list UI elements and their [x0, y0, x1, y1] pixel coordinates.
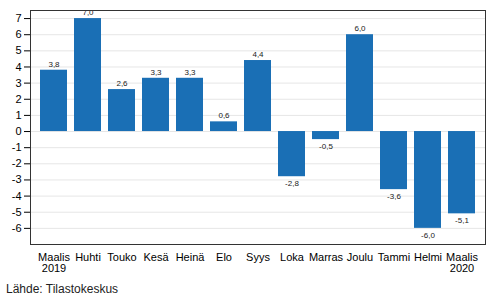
svg-text:-2,8: -2,8 [285, 179, 299, 188]
svg-text:Touko: Touko [107, 251, 136, 263]
svg-text:2: 2 [15, 93, 21, 105]
svg-text:Kesä: Kesä [143, 251, 169, 263]
svg-text:-6: -6 [12, 222, 22, 234]
svg-text:Heinä: Heinä [176, 251, 206, 263]
svg-text:3,8: 3,8 [48, 60, 60, 69]
svg-text:-5: -5 [12, 206, 22, 218]
svg-text:Elo: Elo [216, 251, 232, 263]
svg-text:0,6: 0,6 [218, 111, 230, 120]
svg-text:4,4: 4,4 [252, 50, 264, 59]
svg-text:Huhti: Huhti [75, 251, 101, 263]
svg-text:Helmi: Helmi [414, 251, 442, 263]
svg-text:-3,6: -3,6 [387, 192, 401, 201]
svg-text:Syys: Syys [246, 251, 270, 263]
svg-text:-0,5: -0,5 [319, 142, 333, 151]
svg-text:Joulu: Joulu [347, 251, 373, 263]
svg-text:-5,1: -5,1 [455, 216, 469, 225]
svg-text:-4: -4 [12, 190, 22, 202]
html-text:Lähde: Tilastokeskus: Lähde: Tilastokeskus [6, 282, 119, 296]
svg-text:-1: -1 [12, 141, 22, 153]
svg-text:Maalis2019: Maalis2019 [38, 251, 70, 274]
svg-text:6,0: 6,0 [354, 24, 366, 33]
svg-text:3,3: 3,3 [184, 68, 196, 77]
svg-text:-3: -3 [12, 173, 22, 185]
svg-text:6: 6 [15, 28, 21, 40]
svg-text:4: 4 [15, 61, 21, 73]
svg-text:-6,0: -6,0 [421, 231, 435, 240]
svg-text:Marras: Marras [309, 251, 344, 263]
svg-text:5: 5 [15, 44, 21, 56]
svg-text:3: 3 [15, 77, 21, 89]
svg-text:7: 7 [15, 12, 21, 24]
svg-text:0: 0 [15, 125, 21, 137]
svg-text:Maalis2020: Maalis2020 [446, 251, 478, 274]
svg-text:2,6: 2,6 [116, 79, 128, 88]
svg-text:Tammi: Tammi [378, 251, 410, 263]
svg-text:1: 1 [15, 109, 21, 121]
svg-text:-2: -2 [12, 157, 22, 169]
svg-text:Loka: Loka [280, 251, 305, 263]
svg-text:7,0: 7,0 [82, 8, 94, 17]
svg-text:3,3: 3,3 [150, 68, 162, 77]
